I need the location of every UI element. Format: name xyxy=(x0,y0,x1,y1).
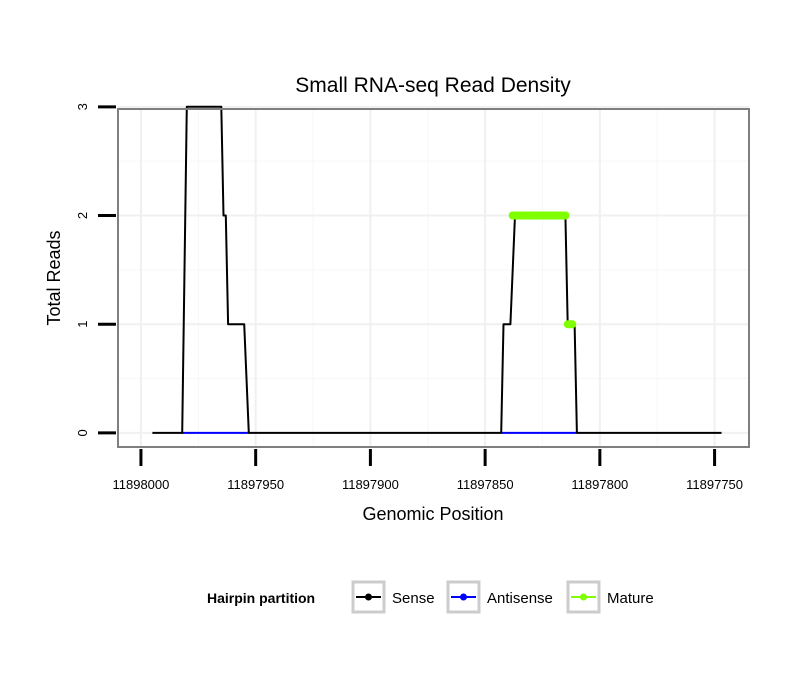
y-axis: 0 1 2 3 xyxy=(75,103,116,436)
legend-point-antisense xyxy=(460,593,467,601)
y-axis-title: Total Reads xyxy=(44,230,64,325)
legend-label-mature: Mature xyxy=(607,590,654,607)
legend-point-mature xyxy=(580,593,587,601)
legend-title: Hairpin partition xyxy=(207,590,315,606)
legend-point-sense xyxy=(365,593,372,601)
x-tick-label: 11897900 xyxy=(342,477,399,492)
x-tick-label: 11897850 xyxy=(457,477,514,492)
x-tick-label: 11897800 xyxy=(571,477,628,492)
y-tick-label: 2 xyxy=(75,212,90,219)
legend-label-antisense: Antisense xyxy=(487,590,553,607)
x-tick-label: 11897750 xyxy=(686,477,743,492)
x-axis-title: Genomic Position xyxy=(362,504,503,524)
legend-item-antisense: Antisense xyxy=(446,580,553,614)
x-tick-label: 11898000 xyxy=(113,477,170,492)
legend-item-sense: Sense xyxy=(351,580,435,614)
legend-item-mature: Mature xyxy=(566,580,654,614)
legend: Hairpin partition Sense Antisense Mature xyxy=(207,580,654,614)
grid-lines xyxy=(118,105,749,447)
panel-border xyxy=(117,108,750,448)
legend-label-sense: Sense xyxy=(392,590,435,607)
x-axis: 11898000 11897950 11897900 11897850 11897800… xyxy=(113,449,743,492)
series-layer xyxy=(152,105,722,434)
y-tick-label: 0 xyxy=(75,429,90,436)
x-tick-label: 11897950 xyxy=(227,477,284,492)
y-tick-label: 1 xyxy=(75,321,90,328)
chart-title: Small RNA-seq Read Density xyxy=(295,74,571,97)
y-tick-label: 3 xyxy=(75,103,90,110)
